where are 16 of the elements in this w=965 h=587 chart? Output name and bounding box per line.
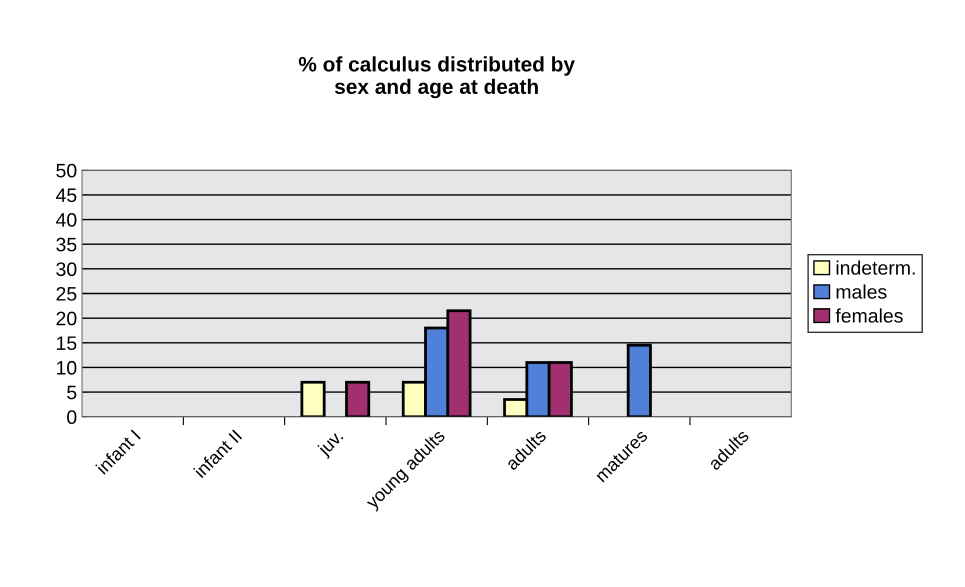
y-tick-label: 30 [56,262,76,276]
y-tick-label: 25 [56,286,76,301]
legend-label: males [836,284,887,299]
y-tick-label: 5 [67,386,76,400]
x-tick-label: juv. [316,429,346,460]
chart-title: % of calculus distributed by sex and age at death [298,56,575,98]
y-tick-label: 40 [56,213,76,227]
legend-label: indeterm. [836,260,915,275]
y-tick-label: 50 [56,164,76,178]
y-tick-label: 15 [57,336,76,350]
y-tick-label: 35 [56,238,76,252]
y-tick-label: 10 [57,360,76,375]
y-tick-label: 20 [56,312,76,326]
legend-label: females [836,308,903,323]
y-tick-label: 45 [56,188,76,202]
y-tick-label: 0 [67,410,76,424]
